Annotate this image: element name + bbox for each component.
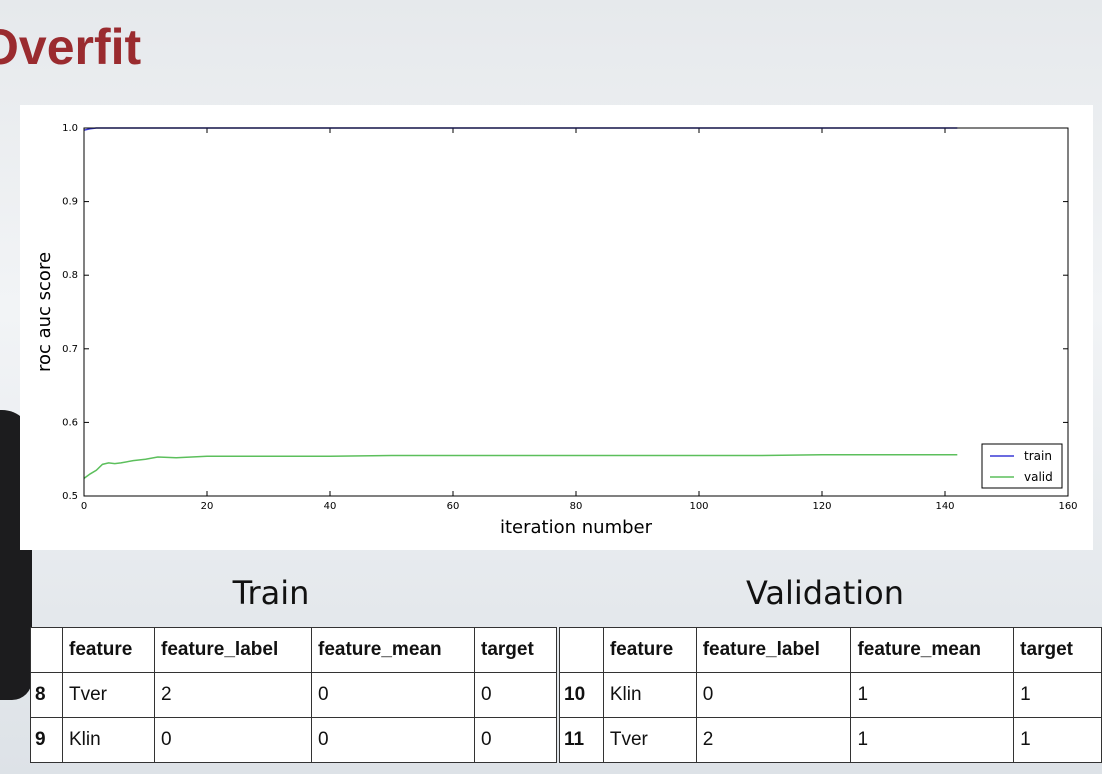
header-row: feature feature_label feature_mean target [30,627,557,673]
column-header: feature_mean [850,627,1015,673]
row-index: 8 [30,672,63,718]
x-tick-label: 40 [324,501,337,512]
table-row: 11 Tver 2 1 1 [559,717,1102,763]
table-title: Train [232,574,310,612]
table-cell: 0 [311,672,475,718]
table-cell: 0 [474,717,557,763]
y-tick-label: 0.8 [62,270,78,281]
x-tick-label: 80 [570,501,583,512]
table-cell: 0 [154,717,312,763]
table-row: 9 Klin 0 0 0 [30,717,557,763]
legend-label: valid [1024,470,1053,484]
row-index: 10 [559,672,604,718]
table-row: 10 Klin 0 1 1 [559,672,1102,718]
column-header: feature [62,627,155,673]
chart-panel [20,105,1093,550]
index-header [559,627,604,673]
y-tick-label: 0.9 [62,197,78,208]
table-cell: Klin [602,672,697,718]
table-cell: 0 [695,672,852,718]
x-tick-label: 0 [81,501,87,512]
index-header [30,627,63,673]
table-cell: Tver [62,672,155,718]
y-tick-label: 0.5 [62,491,78,502]
column-header: feature_mean [311,627,475,673]
table-cell: 1 [1013,717,1102,763]
table-cell: 2 [154,672,312,718]
table-cell: 0 [311,717,475,763]
row-index: 9 [30,717,63,763]
table-cell: 1 [1013,672,1102,718]
x-tick-label: 160 [1058,501,1077,512]
table-cell: 0 [474,672,557,718]
row-index: 11 [559,717,604,763]
legend-label: train [1024,449,1052,463]
x-tick-label: 100 [689,501,708,512]
slide-title: Overfit [0,19,142,75]
y-tick-label: 0.6 [62,417,78,428]
x-tick-label: 120 [812,501,831,512]
column-header: target [1013,627,1102,673]
series-line [83,454,958,479]
y-axis-label: roc auc score [34,252,55,372]
x-axis-label: iteration number [500,517,653,538]
data-table: feature feature_label feature_mean target 8 T… [30,627,557,763]
table-title: Validation [745,574,904,612]
table-cell: 1 [850,672,1015,718]
table-row: 8 Tver 2 0 0 [30,672,557,718]
header-row: feature feature_label feature_mean target [559,627,1102,673]
plot-frame [83,127,1069,497]
y-tick-label: 1.0 [62,123,78,134]
x-tick-label: 60 [447,501,460,512]
column-header: target [474,627,557,673]
chart: 0.5 0.6 0.7 0.8 0.9 1.0 0 20 40 60 80 100 120 140 160 i… [34,123,1078,538]
column-header: feature_label [154,627,312,673]
x-tick-label: 140 [935,501,954,512]
y-tick-label: 0.7 [62,344,78,355]
table-cell: 2 [695,717,852,763]
column-header: feature [602,627,697,673]
x-tick-label: 20 [201,501,214,512]
column-header: feature_label [695,627,852,673]
data-table: feature feature_label feature_mean target 10… [559,627,1102,763]
table-cell: 1 [850,717,1015,763]
table-cell: Klin [62,717,155,763]
legend-box [981,443,1063,489]
table-cell: Tver [602,717,697,763]
